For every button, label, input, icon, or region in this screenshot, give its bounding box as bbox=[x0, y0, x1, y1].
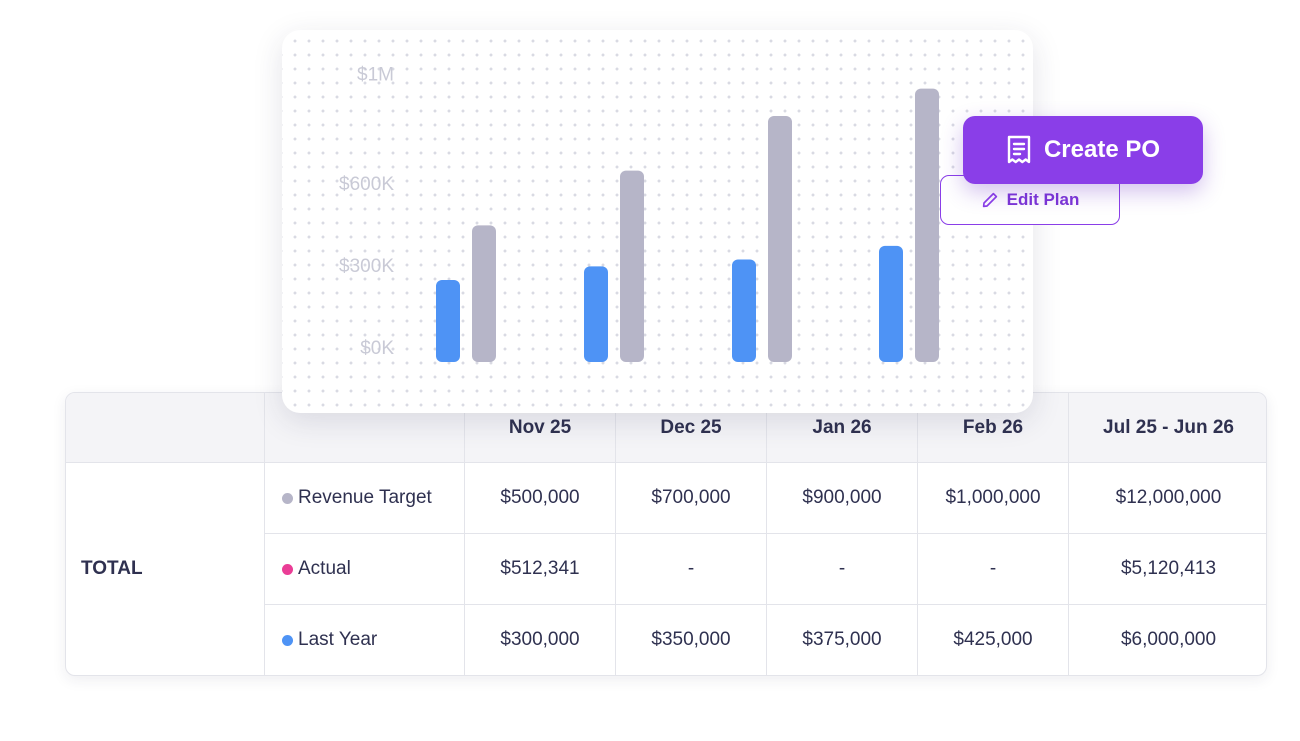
row-label-text: Last Year bbox=[298, 629, 378, 650]
bar-revenue-target-jan-26 bbox=[768, 116, 792, 362]
table-cell: $1,000,000 bbox=[918, 463, 1069, 534]
create-po-label: Create PO bbox=[1043, 136, 1161, 163]
row-label-revenue-target: Revenue Target bbox=[265, 463, 465, 534]
table-cell: $12,000,000 bbox=[1069, 463, 1266, 534]
table-cell: $6,000,000 bbox=[1120, 629, 1217, 650]
table-cell: $700,000 bbox=[616, 463, 767, 534]
table-header-cell bbox=[66, 393, 265, 463]
bar-last-year-jan-26 bbox=[732, 259, 756, 362]
revenue-table: Nov 25 Dec 25 Jan 26 Feb 26 Jul 25 - Jun… bbox=[65, 392, 1267, 676]
table-cell: $5,120,413 bbox=[1069, 534, 1266, 605]
create-po-button[interactable]: Create PO bbox=[963, 116, 1203, 184]
revenue-chart-card: $0K $300K $600K $1M bbox=[282, 30, 1033, 413]
column-header-feb-26: Feb 26 bbox=[918, 393, 1069, 463]
row-label-text: Revenue Target bbox=[298, 487, 432, 508]
row-label-last-year: Last Year bbox=[265, 605, 465, 675]
bar-revenue-target-feb-26 bbox=[915, 88, 939, 362]
actual-legend-dot bbox=[282, 563, 293, 575]
y-axis-tick-label: $1M bbox=[357, 65, 394, 86]
table-cell: $512,341 bbox=[465, 534, 616, 605]
table-cell: $300,000 bbox=[465, 605, 616, 675]
table-cell: $375,000 bbox=[767, 605, 918, 675]
revenue-bar-chart: $0K $300K $600K $1M bbox=[339, 65, 939, 362]
row-label-text: Actual bbox=[298, 558, 351, 579]
table-cell: $350,000 bbox=[616, 605, 767, 675]
edit-plan-label: Edit Plan bbox=[1006, 190, 1080, 209]
y-axis-tick-label: $0K bbox=[360, 338, 394, 359]
table-cell: - bbox=[767, 534, 918, 605]
revenue-target-legend-dot bbox=[282, 492, 293, 504]
row-label-actual: Actual bbox=[265, 534, 465, 605]
last-year-legend-dot bbox=[282, 634, 293, 646]
bar-last-year-dec-25 bbox=[584, 266, 608, 362]
table-cell: - bbox=[918, 534, 1069, 605]
bar-revenue-target-dec-25 bbox=[620, 170, 644, 362]
column-header-fiscal-year: Jul 25 - Jun 26 bbox=[1069, 393, 1266, 463]
bar-last-year-feb-26 bbox=[879, 245, 903, 362]
bar-last-year-nov-25 bbox=[436, 280, 460, 362]
table-cell: $425,000 bbox=[918, 605, 1069, 675]
table-cell: $900,000 bbox=[767, 463, 918, 534]
total-group-label: TOTAL bbox=[66, 463, 265, 675]
bar-revenue-target-nov-25 bbox=[472, 225, 496, 362]
y-axis-tick-label: $600K bbox=[339, 174, 394, 195]
pencil-icon bbox=[981, 191, 999, 209]
receipt-icon bbox=[1006, 135, 1032, 165]
table-cell: $500,000 bbox=[465, 463, 616, 534]
table-cell: - bbox=[616, 534, 767, 605]
y-axis-tick-label: $300K bbox=[339, 256, 394, 277]
